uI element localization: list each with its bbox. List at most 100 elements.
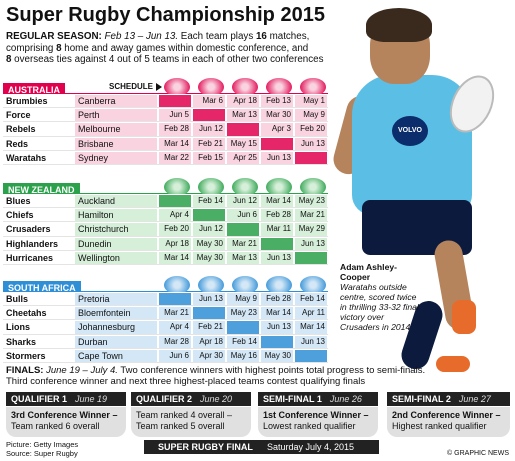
fixture-date: Apr 4 xyxy=(159,209,191,222)
fixture-date: Mar 6 xyxy=(193,95,225,108)
fixture-date: Apr 3 xyxy=(261,123,293,136)
fixture-date: Apr 4 xyxy=(159,321,191,334)
team-name: Rebels xyxy=(6,124,36,135)
fixture-date: Feb 28 xyxy=(261,209,293,222)
semi-final-2-matchup: 2nd Conference Winner – Highest ranked qu… xyxy=(387,407,510,437)
fixture-empty xyxy=(295,251,327,264)
fixture-date: Feb 14 xyxy=(193,195,225,208)
team-logo-icon xyxy=(198,78,224,96)
team-row: Waratahs Sydney Mar 22 Feb 15 Apr 25 Jun 13 xyxy=(3,150,328,165)
team-row: Force Perth Jun 5 Mar 13 Mar 30 May 9 xyxy=(3,108,328,123)
city-cell xyxy=(75,123,157,136)
team-row: Blues Auckland Feb 14 Jun 12 Mar 14 May 23 xyxy=(3,194,328,209)
fixture-date: Jun 13 xyxy=(261,151,293,164)
team-name: Highlanders xyxy=(6,238,59,249)
team-logo-icon xyxy=(300,178,326,196)
fixture-date: Mar 13 xyxy=(227,109,259,122)
team-name: Cheetahs xyxy=(6,308,47,319)
team-name: Hurricanes xyxy=(6,252,54,263)
conference-new-zealand: NEW ZEALAND Blues Auckland Feb 14 Jun 12 Mar… xyxy=(3,178,328,265)
fixture-date: Jun 12 xyxy=(193,123,225,136)
team-row: Lions Johannesburg Apr 4 Feb 21 Jun 13 Mar 14 xyxy=(3,320,328,335)
team-city: Melbourne xyxy=(78,124,121,135)
conference-label: SOUTH AFRICA xyxy=(3,281,81,295)
team-name: Crusaders xyxy=(6,224,51,235)
fixture-date: Mar 30 xyxy=(261,109,293,122)
player-boot xyxy=(436,356,470,372)
team-city: Brisbane xyxy=(78,138,114,149)
fixture-date: Feb 21 xyxy=(193,137,225,150)
city-cell xyxy=(75,307,157,320)
team-city: Pretoria xyxy=(78,294,110,304)
city-cell xyxy=(75,137,157,150)
conference-label: NEW ZEALAND xyxy=(3,183,80,197)
fixture-date: Jun 13 xyxy=(261,321,293,334)
team-logo-icon xyxy=(164,276,190,294)
conference-south-africa: SOUTH AFRICA Bulls Pretoria Jun 13 May 9 Feb… xyxy=(3,276,328,363)
team-logo-icon xyxy=(232,276,258,294)
city-cell xyxy=(75,237,157,250)
fixture-date: May 9 xyxy=(227,293,259,306)
team-row: Rebels Melbourne Feb 28 Jun 12 Apr 3 Feb 20 xyxy=(3,122,328,137)
fixture-date: Feb 13 xyxy=(261,95,293,108)
team-name: Bulls xyxy=(6,294,29,304)
qualifier-2-matchup: Team ranked 4 overall – Team ranked 5 ov… xyxy=(131,407,251,437)
fixture-date: Jun 6 xyxy=(227,209,259,222)
conference-australia: AUSTRALIA SCHEDULE Brumbies Canberra Mar 6… xyxy=(3,78,328,165)
semi-final-1-matchup: 1st Conference Winner – Lowest ranked qua… xyxy=(258,407,378,437)
fixture-empty xyxy=(159,293,191,306)
team-logo-icon xyxy=(266,276,292,294)
team-city: Dunedin xyxy=(78,238,112,249)
team-city: Durban xyxy=(78,336,108,347)
team-city: Auckland xyxy=(78,196,116,206)
fixture-date: Mar 14 xyxy=(261,195,293,208)
team-logo-icon xyxy=(266,178,292,196)
team-city: Canberra xyxy=(78,96,116,106)
fixture-date: May 30 xyxy=(193,237,225,250)
fixture-date: Apr 18 xyxy=(159,237,191,250)
team-logo-icon xyxy=(266,78,292,96)
fixture-empty xyxy=(227,223,259,236)
fixture-empty xyxy=(295,349,327,362)
page-title: Super Rugby Championship 2015 xyxy=(6,4,325,26)
team-logo-icon xyxy=(300,276,326,294)
schedule-label: SCHEDULE xyxy=(109,82,154,91)
team-row: Stormers Cape Town Jun 6 Apr 30 May 16 May 30 xyxy=(3,348,328,363)
city-cell xyxy=(75,223,157,236)
qualifier-1-header: QUALIFIER 1 June 19 xyxy=(6,392,126,406)
fixture-empty xyxy=(261,137,293,150)
final-date: Saturday July 4, 2015 xyxy=(267,442,355,452)
city-cell xyxy=(75,195,157,208)
team-row: Reds Brisbane Mar 14 Feb 21 May 15 Jun 13 xyxy=(3,137,328,151)
team-row: Brumbies Canberra Mar 6 Apr 18 Feb 13 May 1 xyxy=(3,94,328,109)
caption-text: Waratahs outside centre, scored twice in… xyxy=(340,282,419,332)
fixture-date: Mar 14 xyxy=(159,137,191,150)
team-city: Christchurch xyxy=(78,224,129,235)
city-cell xyxy=(75,349,157,362)
fixture-date: Feb 15 xyxy=(193,151,225,164)
team-name: Reds xyxy=(6,138,29,149)
team-city: Cape Town xyxy=(78,350,123,361)
fixture-date: Jun 13 xyxy=(193,293,225,306)
fixture-date: Feb 28 xyxy=(261,293,293,306)
team-name: Force xyxy=(6,110,31,121)
team-logo-icon xyxy=(232,178,258,196)
fixture-date: May 15 xyxy=(227,137,259,150)
qualifier-2-header: QUALIFIER 2 June 20 xyxy=(131,392,251,406)
fixture-date: Jun 13 xyxy=(295,237,327,250)
semi-final-2-header: SEMI-FINAL 2 June 27 xyxy=(387,392,510,406)
picture-credit: Picture: Getty Images xyxy=(6,440,79,449)
fixture-date: Mar 28 xyxy=(159,335,191,348)
team-city: Sydney xyxy=(78,152,109,163)
final-bar: SUPER RUGBY FINAL Saturday July 4, 2015 xyxy=(144,440,379,454)
fixture-empty xyxy=(193,109,225,122)
city-cell xyxy=(75,151,157,164)
team-row: Cheetahs Bloemfontein Mar 21 May 23 Mar 14 Ap… xyxy=(3,306,328,321)
team-name: Brumbies xyxy=(6,96,48,106)
conference-label: AUSTRALIA xyxy=(3,83,65,97)
team-row: Chiefs Hamilton Apr 4 Jun 6 Feb 28 Mar 21 xyxy=(3,208,328,223)
fixture-empty xyxy=(261,237,293,250)
team-logo-icon xyxy=(198,276,224,294)
credits: Picture: Getty Images Source: Super Rugb… xyxy=(6,440,78,458)
